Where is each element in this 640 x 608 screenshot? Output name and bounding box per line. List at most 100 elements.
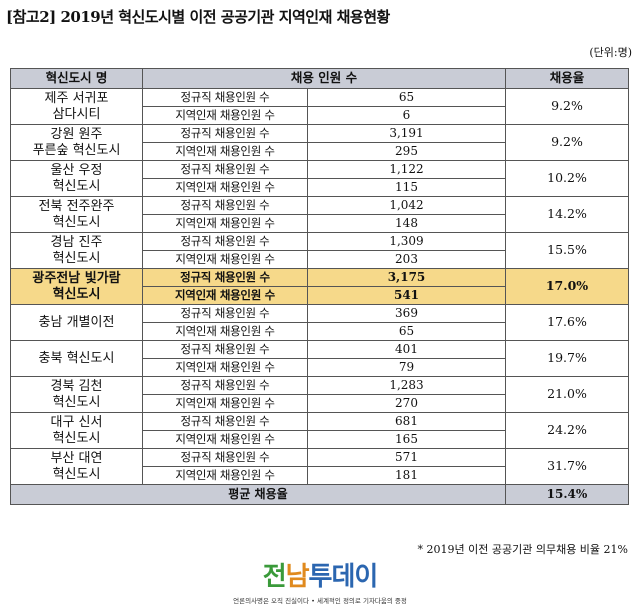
regular-label: 정규직 채용인원 수: [142, 448, 308, 467]
header-hires: 채용 인원 수: [142, 68, 506, 89]
hire-rate: 17.0%: [505, 268, 629, 305]
table-header-row: 혁신도시 명 채용 인원 수 채용율: [10, 68, 629, 89]
regular-label: 정규직 채용인원 수: [142, 196, 308, 215]
hire-rate: 24.2%: [505, 412, 629, 449]
city-name: 제주 서귀포 삼다시티: [10, 88, 143, 125]
hire-rate: 10.2%: [505, 160, 629, 197]
logo-part-2: 남: [285, 562, 310, 592]
table-row: 지역인재 채용인원 수 270: [11, 394, 629, 413]
table-row: 제주 서귀포 삼다시티 정규직 채용인원 수 65 9.2%: [10, 88, 629, 125]
regular-label: 정규직 채용인원 수: [142, 124, 308, 143]
city-name: 부산 대연 혁신도시: [10, 448, 143, 485]
local-label: 지역인재 채용인원 수: [142, 286, 308, 305]
local-label: 지역인재 채용인원 수: [142, 142, 308, 161]
footnote: * 2019년 이전 공공기관 의무채용 비율 21%: [417, 543, 628, 556]
local-label: 지역인재 채용인원 수: [142, 466, 308, 485]
table-row: 부산 대연 혁신도시 정규직 채용인원 수 571 31.7%: [10, 448, 629, 485]
average-row: 평균 채용율 15.4%: [10, 484, 629, 505]
regular-label: 정규직 채용인원 수: [142, 232, 308, 251]
regular-count: 369: [307, 304, 506, 323]
regular-count: 65: [307, 88, 506, 107]
local-label: 지역인재 채용인원 수: [142, 394, 308, 413]
table-row: 경남 진주 혁신도시 정규직 채용인원 수 1,309 15.5%: [10, 232, 629, 269]
header-rate: 채용율: [505, 68, 629, 89]
table-row: 지역인재 채용인원 수 541: [11, 286, 629, 305]
city-name: 강원 원주 푸른숲 혁신도시: [10, 124, 143, 161]
local-count: 295: [307, 142, 506, 161]
logo-part-3: 투데이: [308, 562, 379, 592]
table-row: 대구 신서 혁신도시 정규직 채용인원 수 681 24.2%: [10, 412, 629, 449]
regular-label: 정규직 채용인원 수: [142, 412, 308, 431]
city-name: 대구 신서 혁신도시: [10, 412, 143, 449]
regular-count: 1,283: [307, 376, 506, 395]
table-row: 지역인재 채용인원 수 148: [11, 214, 629, 233]
header-city: 혁신도시 명: [10, 68, 143, 89]
regular-count: 1,309: [307, 232, 506, 251]
regular-label: 정규직 채용인원 수: [142, 304, 308, 323]
page-title: [참고2] 2019년 혁신도시별 이전 공공기관 지역인재 채용현황: [6, 8, 390, 26]
hiring-table: 혁신도시 명 채용 인원 수 채용율 제주 서귀포 삼다시티 정규직 채용인원 수…: [10, 68, 629, 505]
regular-count: 1,042: [307, 196, 506, 215]
local-label: 지역인재 채용인원 수: [142, 322, 308, 341]
local-label: 지역인재 채용인원 수: [142, 178, 308, 197]
regular-label: 정규직 채용인원 수: [142, 268, 308, 287]
local-count: 6: [307, 106, 506, 125]
local-count: 148: [307, 214, 506, 233]
local-count: 541: [307, 286, 506, 305]
table-row: 지역인재 채용인원 수 165: [11, 430, 629, 449]
city-name: 충남 개별이전: [10, 304, 143, 341]
regular-count: 3,175: [307, 268, 506, 287]
unit-label: (단위:명): [589, 46, 632, 59]
local-count: 79: [307, 358, 506, 377]
local-count: 203: [307, 250, 506, 269]
city-name: 전북 전주완주 혁신도시: [10, 196, 143, 233]
regular-label: 정규직 채용인원 수: [142, 376, 308, 395]
regular-count: 401: [307, 340, 506, 359]
local-count: 165: [307, 430, 506, 449]
local-label: 지역인재 채용인원 수: [142, 358, 308, 377]
local-label: 지역인재 채용인원 수: [142, 430, 308, 449]
slogan: 언론의사명은 오직 진실이다 • 세계적인 정의로 기자다움의 중정: [233, 597, 407, 605]
table-row: 충북 혁신도시 정규직 채용인원 수 401 19.7%: [10, 340, 629, 377]
city-name: 경남 진주 혁신도시: [10, 232, 143, 269]
regular-count: 681: [307, 412, 506, 431]
hire-rate: 31.7%: [505, 448, 629, 485]
average-label: 평균 채용율: [10, 484, 506, 505]
hire-rate: 15.5%: [505, 232, 629, 269]
city-name: 경북 김천 혁신도시: [10, 376, 143, 413]
local-label: 지역인재 채용인원 수: [142, 250, 308, 269]
logo: 전남투데이: [0, 562, 640, 592]
table-row: 지역인재 채용인원 수 203: [11, 250, 629, 269]
city-name: 광주전남 빛가람 혁신도시: [10, 268, 143, 305]
local-label: 지역인재 채용인원 수: [142, 214, 308, 233]
hire-rate: 19.7%: [505, 340, 629, 377]
hire-rate: 9.2%: [505, 124, 629, 161]
table-row: 강원 원주 푸른숲 혁신도시 정규직 채용인원 수 3,191 9.2%: [10, 124, 629, 161]
table-row: 광주전남 빛가람 혁신도시 정규직 채용인원 수 3,175 17.0%: [10, 268, 629, 305]
local-count: 115: [307, 178, 506, 197]
local-count: 270: [307, 394, 506, 413]
average-rate: 15.4%: [505, 484, 629, 505]
city-name: 울산 우정 혁신도시: [10, 160, 143, 197]
table-row: 울산 우정 혁신도시 정규직 채용인원 수 1,122 10.2%: [10, 160, 629, 197]
regular-count: 3,191: [307, 124, 506, 143]
regular-label: 정규직 채용인원 수: [142, 88, 308, 107]
table-row: 전북 전주완주 혁신도시 정규직 채용인원 수 1,042 14.2%: [10, 196, 629, 233]
hire-rate: 17.6%: [505, 304, 629, 341]
local-count: 65: [307, 322, 506, 341]
logo-part-1: 전: [262, 562, 287, 592]
hire-rate: 9.2%: [505, 88, 629, 125]
regular-count: 571: [307, 448, 506, 467]
table-row: 지역인재 채용인원 수 181: [11, 466, 629, 485]
table-row: 지역인재 채용인원 수 65: [11, 322, 629, 341]
regular-label: 정규직 채용인원 수: [142, 160, 308, 179]
city-name: 충북 혁신도시: [10, 340, 143, 377]
regular-count: 1,122: [307, 160, 506, 179]
local-count: 181: [307, 466, 506, 485]
hire-rate: 14.2%: [505, 196, 629, 233]
table-row: 충남 개별이전 정규직 채용인원 수 369 17.6%: [10, 304, 629, 341]
local-label: 지역인재 채용인원 수: [142, 106, 308, 125]
table-row: 경북 김천 혁신도시 정규직 채용인원 수 1,283 21.0%: [10, 376, 629, 413]
hire-rate: 21.0%: [505, 376, 629, 413]
